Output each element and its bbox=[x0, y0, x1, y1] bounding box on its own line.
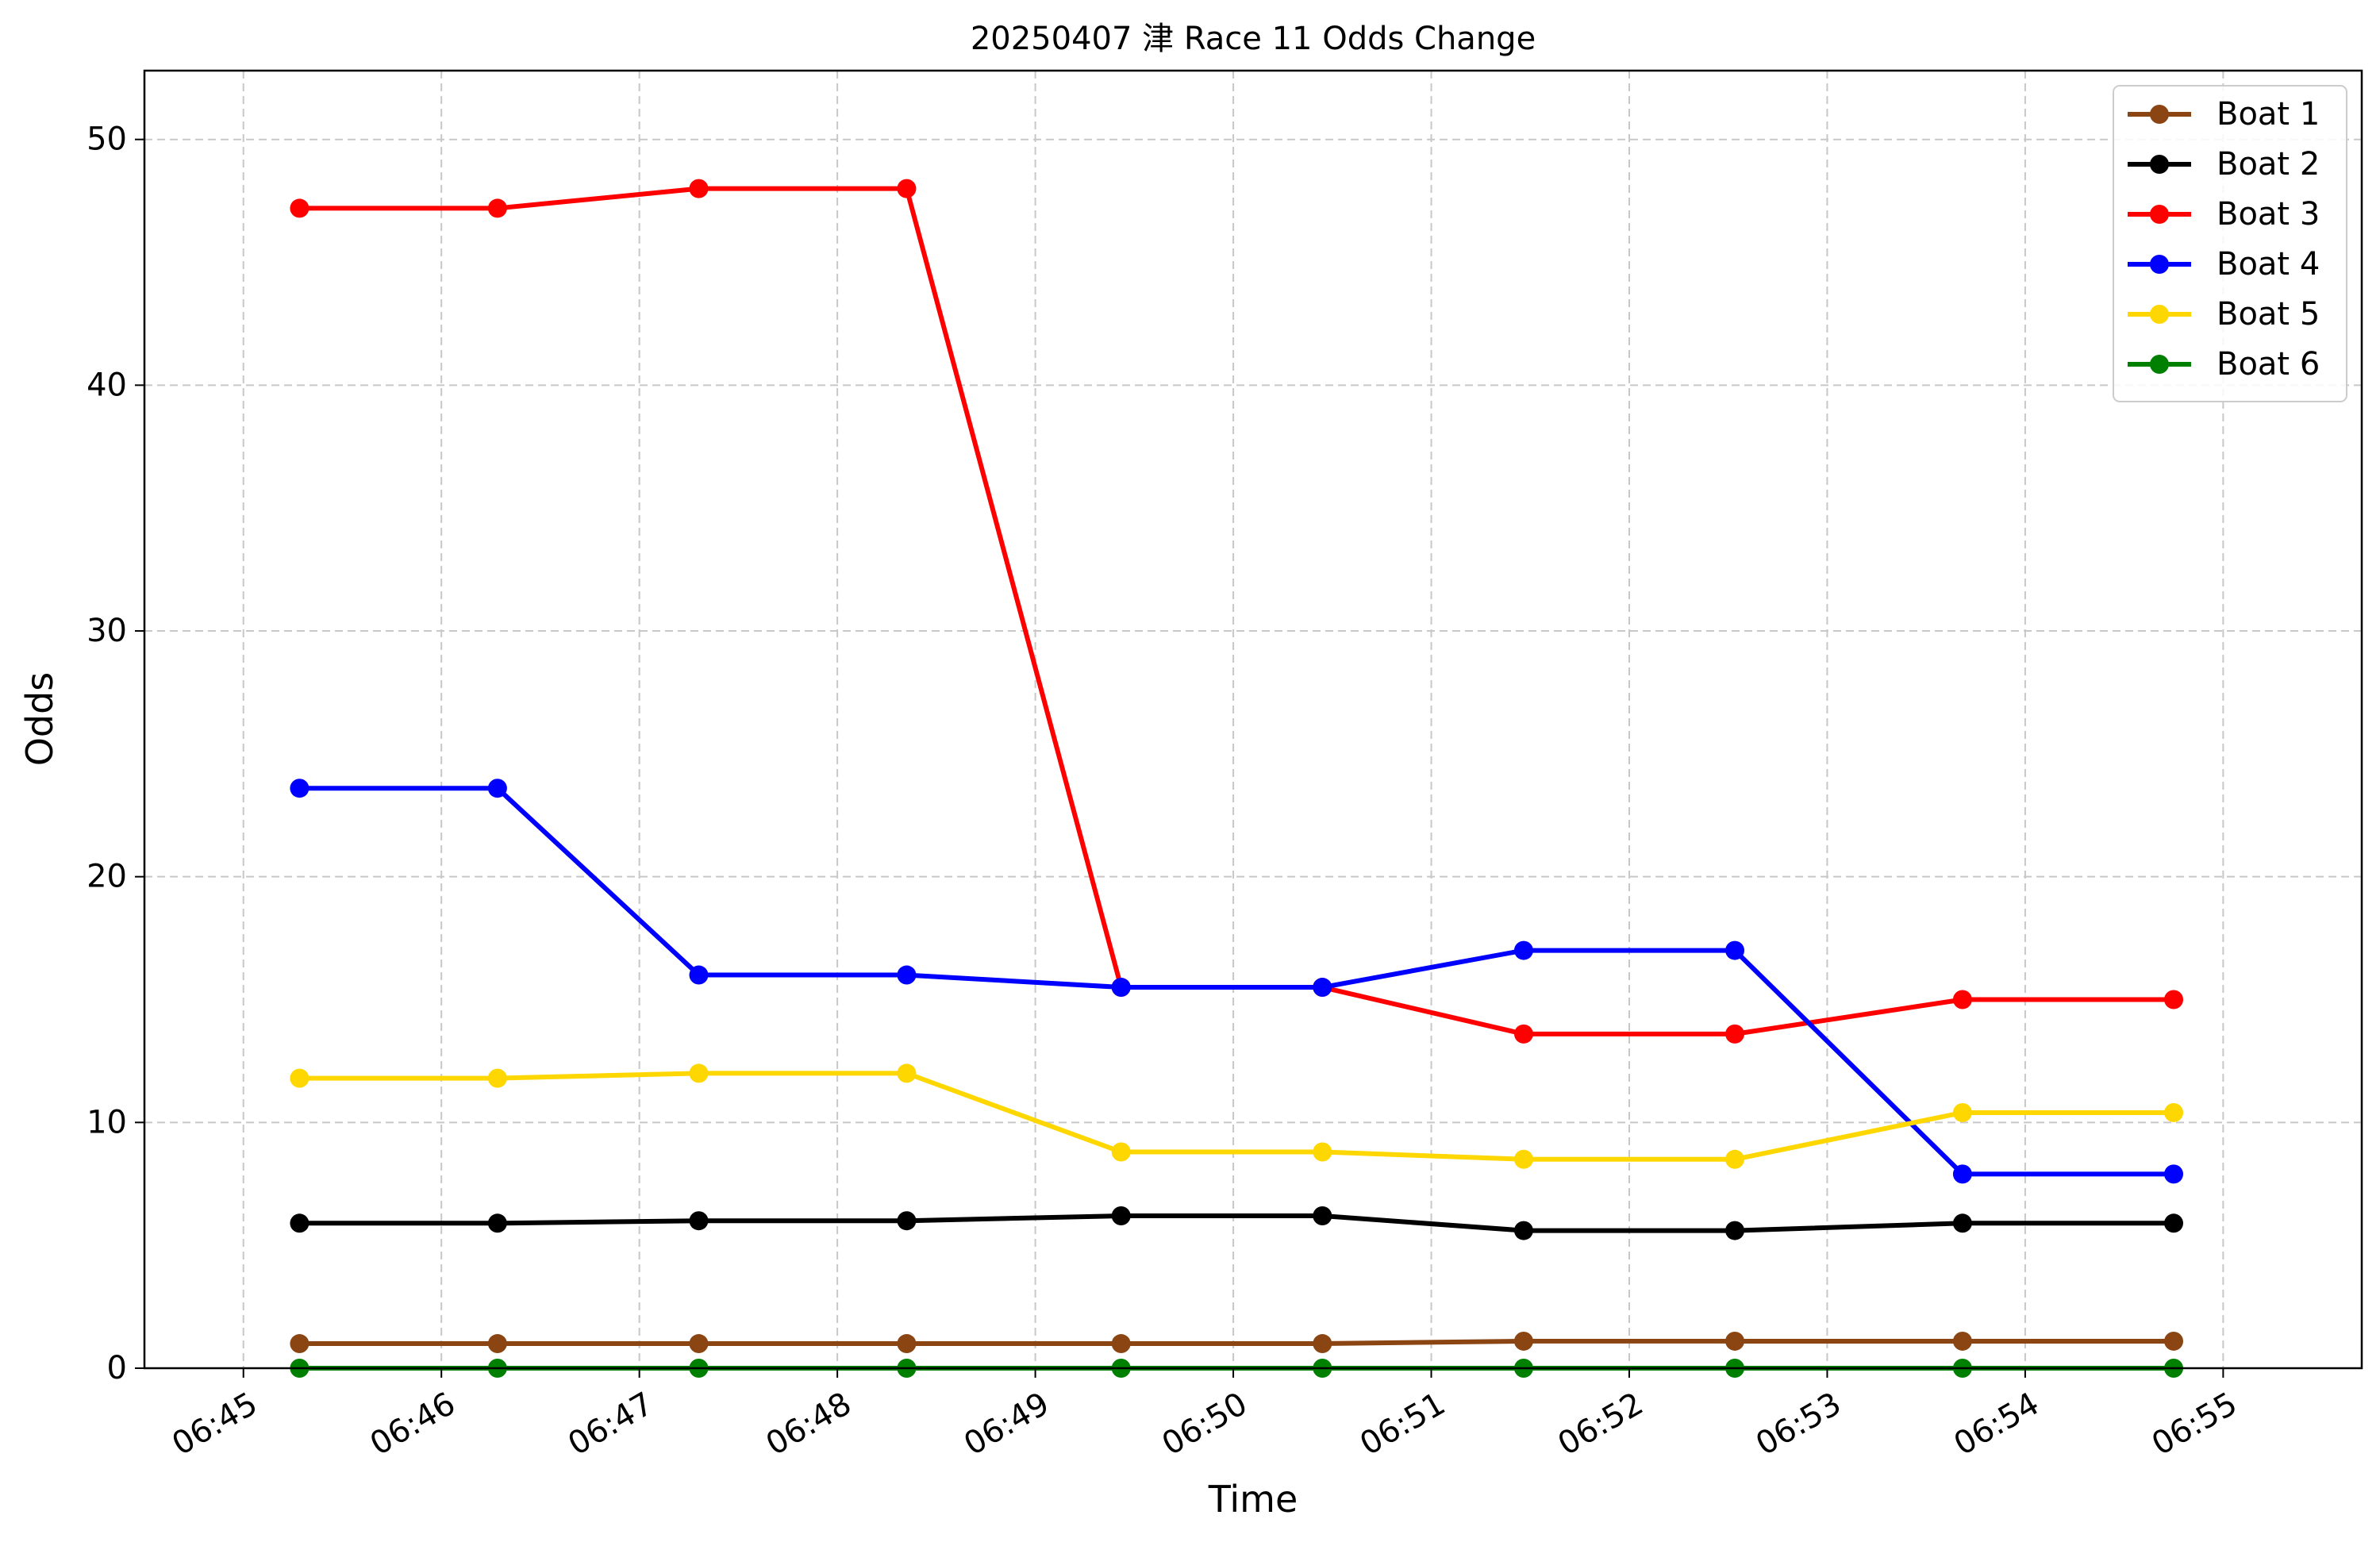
y-tick-label: 40 bbox=[87, 367, 127, 403]
data-point-boat-4 bbox=[487, 779, 507, 798]
legend-swatch-marker bbox=[2150, 355, 2169, 374]
data-point-boat-5 bbox=[2164, 1102, 2184, 1122]
data-point-boat-3 bbox=[2164, 990, 2184, 1009]
y-tick-label: 20 bbox=[87, 859, 127, 895]
data-point-boat-3 bbox=[1952, 990, 1972, 1009]
legend-item: Boat 5 bbox=[2128, 296, 2320, 333]
data-point-boat-1 bbox=[1313, 1334, 1332, 1354]
data-point-boat-1 bbox=[1513, 1331, 1533, 1351]
data-point-boat-5 bbox=[1513, 1149, 1533, 1169]
series-line-boat-1 bbox=[299, 1338, 2174, 1347]
data-point-boat-5 bbox=[1313, 1142, 1332, 1162]
data-point-boat-5 bbox=[897, 1063, 917, 1083]
data-point-boat-3 bbox=[487, 198, 507, 218]
data-point-boat-4 bbox=[1513, 940, 1533, 960]
y-tick-label: 10 bbox=[87, 1104, 127, 1140]
y-tick-label: 0 bbox=[107, 1350, 127, 1386]
data-point-boat-5 bbox=[1111, 1142, 1131, 1162]
data-point-boat-3 bbox=[1513, 1024, 1533, 1044]
plot-frame bbox=[143, 69, 2363, 1370]
series-boat-1 bbox=[290, 1331, 2184, 1354]
legend-swatch-marker bbox=[2150, 105, 2169, 124]
legend-label: Boat 2 bbox=[2217, 146, 2320, 183]
data-point-boat-1 bbox=[487, 1334, 507, 1354]
chart-title: 20250407 津 Race 11 Odds Change bbox=[971, 21, 1536, 57]
data-point-boat-4 bbox=[290, 779, 310, 798]
data-point-boat-1 bbox=[290, 1334, 310, 1354]
legend-item: Boat 3 bbox=[2128, 196, 2320, 233]
data-point-boat-2 bbox=[1513, 1221, 1533, 1240]
legend-label: Boat 3 bbox=[2217, 196, 2320, 233]
data-point-boat-1 bbox=[897, 1334, 917, 1354]
data-point-boat-4 bbox=[1725, 940, 1745, 960]
data-point-boat-3 bbox=[1725, 1024, 1745, 1044]
data-point-boat-2 bbox=[487, 1213, 507, 1233]
data-point-boat-2 bbox=[1952, 1213, 1972, 1233]
data-point-boat-1 bbox=[1725, 1331, 1745, 1351]
data-point-boat-4 bbox=[2164, 1164, 2184, 1184]
legend-item: Boat 2 bbox=[2128, 146, 2320, 183]
data-point-boat-2 bbox=[1313, 1206, 1332, 1226]
series-boat-4 bbox=[290, 779, 2184, 1184]
legend-item: Boat 6 bbox=[2128, 346, 2320, 383]
data-point-boat-4 bbox=[1313, 978, 1332, 998]
y-axis-ticks: 0 10 20 30 40 50 bbox=[87, 121, 144, 1386]
data-point-boat-5 bbox=[1952, 1102, 1972, 1122]
series-boat-5 bbox=[290, 1063, 2184, 1169]
y-tick-label: 50 bbox=[87, 121, 127, 158]
series-line-boat-2 bbox=[299, 1213, 2174, 1233]
legend-swatch-marker bbox=[2150, 255, 2169, 274]
data-point-boat-5 bbox=[487, 1068, 507, 1088]
data-point-boat-4 bbox=[1111, 978, 1131, 998]
data-point-boat-4 bbox=[689, 965, 709, 985]
legend-item: Boat 4 bbox=[2128, 246, 2320, 283]
data-point-boat-4 bbox=[1952, 1164, 1972, 1184]
data-point-boat-5 bbox=[1725, 1149, 1745, 1169]
data-point-boat-1 bbox=[2164, 1331, 2184, 1351]
y-axis-label: Odds bbox=[18, 672, 61, 767]
series-boat-2 bbox=[290, 1206, 2184, 1240]
data-point-boat-5 bbox=[689, 1063, 709, 1083]
legend: Boat 1 Boat 2 Boat 3 Boat 4 Boat 5 Boat 6 bbox=[2113, 85, 2347, 402]
legend-swatch-marker bbox=[2150, 205, 2169, 224]
legend-swatch-marker bbox=[2150, 305, 2169, 324]
data-point-boat-2 bbox=[689, 1211, 709, 1231]
data-point-boat-1 bbox=[689, 1334, 709, 1354]
legend-label: Boat 1 bbox=[2217, 96, 2320, 133]
data-point-boat-2 bbox=[1111, 1206, 1131, 1226]
data-point-boat-4 bbox=[897, 965, 917, 985]
legend-item: Boat 1 bbox=[2128, 96, 2320, 133]
data-point-boat-2 bbox=[897, 1211, 917, 1231]
data-point-boat-3 bbox=[290, 198, 310, 218]
data-point-boat-2 bbox=[1725, 1221, 1745, 1240]
data-point-boat-1 bbox=[1111, 1334, 1131, 1354]
series-line-boat-5 bbox=[299, 1071, 2174, 1162]
legend-label: Boat 5 bbox=[2217, 296, 2320, 333]
series-line-boat-4 bbox=[299, 786, 2174, 1177]
data-point-boat-2 bbox=[290, 1213, 310, 1233]
legend-swatch-marker bbox=[2150, 155, 2169, 174]
data-point-boat-2 bbox=[2164, 1213, 2184, 1233]
data-point-boat-1 bbox=[1952, 1331, 1972, 1351]
y-tick-label: 30 bbox=[87, 613, 127, 649]
legend-label: Boat 6 bbox=[2217, 346, 2320, 383]
data-point-boat-3 bbox=[689, 179, 709, 198]
x-axis-label: Time bbox=[1208, 1478, 1298, 1521]
data-point-boat-5 bbox=[290, 1068, 310, 1088]
data-point-boat-3 bbox=[897, 179, 917, 198]
legend-label: Boat 4 bbox=[2217, 246, 2320, 283]
